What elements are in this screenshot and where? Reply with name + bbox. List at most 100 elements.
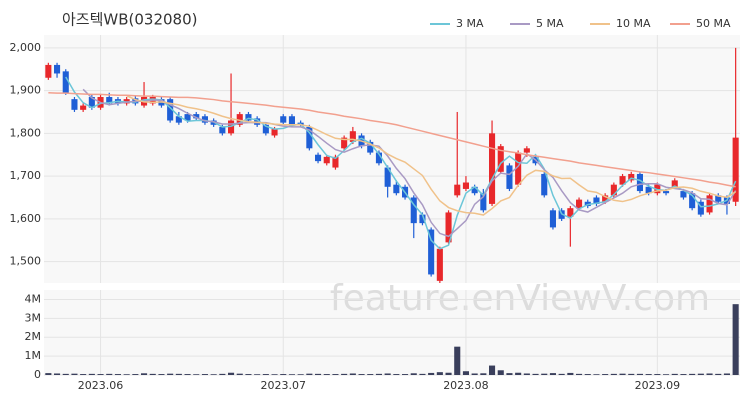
candle-body [88,97,95,108]
volume-bar [114,374,121,375]
ma-line [126,95,737,216]
candle-body [236,114,243,125]
candle-body [445,212,452,243]
candle-body [541,173,548,196]
volume-bar [436,372,443,375]
candle-body [71,99,78,110]
volume-bar [654,374,661,375]
volume-bar [54,373,61,375]
volume-bar [306,373,313,375]
volume-bar [254,374,261,375]
volume-bar [523,373,530,375]
candle-body [219,126,226,134]
volume-bar [402,374,409,375]
volume-bar [497,370,504,375]
volume-bar [349,373,356,375]
volume-bar [541,373,548,375]
volume-bar [323,374,330,375]
volume-tick-label: 2M [25,330,42,343]
volume-tick-label: 4M [25,292,42,305]
volume-bar [393,374,400,375]
legend-label: 3 MA [456,17,484,30]
volume-bar [567,372,574,375]
volume-bar [236,373,243,375]
volume-bar [428,372,435,375]
volume-bar [193,374,200,375]
chart-title: 아즈텍WB(032080) [62,11,198,29]
volume-bar [158,374,165,375]
volume-bar [732,304,739,375]
candle-body [419,214,426,224]
candle-body [593,197,600,204]
volume-bar [593,374,600,375]
volume-bar [358,374,365,375]
volume-bar [419,373,426,375]
candle-body [45,64,52,78]
volume-bar [184,374,191,375]
volume-tick-label: 1M [25,349,42,362]
candle-body [515,152,522,185]
candle-body [489,133,496,204]
volume-bar [71,373,78,375]
candle-body [280,116,287,123]
volume-bar [671,373,678,375]
ma-line [48,91,736,188]
volume-bar [132,374,139,375]
candle-body [549,210,556,228]
volume-bar [715,373,722,375]
volume-bar [141,373,148,375]
volume-bar [619,373,626,375]
volume-bar [45,373,52,375]
volume-bar [584,374,591,375]
candle-body [506,165,513,189]
volume-bar [88,373,95,375]
y-tick-label: 1,600 [10,212,42,225]
volume-bar [706,373,713,375]
volume-bar [123,374,130,375]
candle-body [619,176,626,185]
volume-bar [602,374,609,375]
candle-body [715,195,722,202]
volume-bar [576,373,583,375]
candle-body [436,248,443,281]
candle-body [62,71,69,93]
candle-body [454,184,461,196]
volume-bar [532,373,539,375]
volume-bar [201,374,208,375]
volume-bar [175,373,182,375]
ma-line [65,76,737,250]
volume-bar [445,372,452,375]
candle-body [262,124,269,134]
volume-bar [489,365,496,375]
candle-body [323,156,330,164]
legend-label: 5 MA [536,17,564,30]
volume-bar [454,346,461,375]
candle-body [636,173,643,192]
candle-body [663,191,670,194]
volume-bar [663,374,670,375]
y-tick-label: 1,700 [10,169,42,182]
candle-body [428,229,435,275]
volume-bar [697,373,704,375]
volume-bar [149,373,156,375]
y-tick-label: 2,000 [10,41,42,54]
volume-panel [44,290,740,375]
volume-bar [280,374,287,375]
volume-bar [636,373,643,375]
candle-body [689,193,696,209]
candle-body [349,131,356,142]
candle-body [315,154,322,162]
volume-bar [62,373,69,375]
candle-body [697,201,704,215]
y-tick-label: 1,500 [10,255,42,268]
ma-line [82,88,737,238]
candle-body [680,191,687,198]
volume-tick-label: 0 [34,368,41,381]
volume-bar [410,373,417,375]
y-tick-label: 1,800 [10,126,42,139]
x-tick-label: 2023.09 [635,379,681,392]
candle-body [480,193,487,211]
candle-body [523,148,530,153]
candle-body [184,114,191,121]
